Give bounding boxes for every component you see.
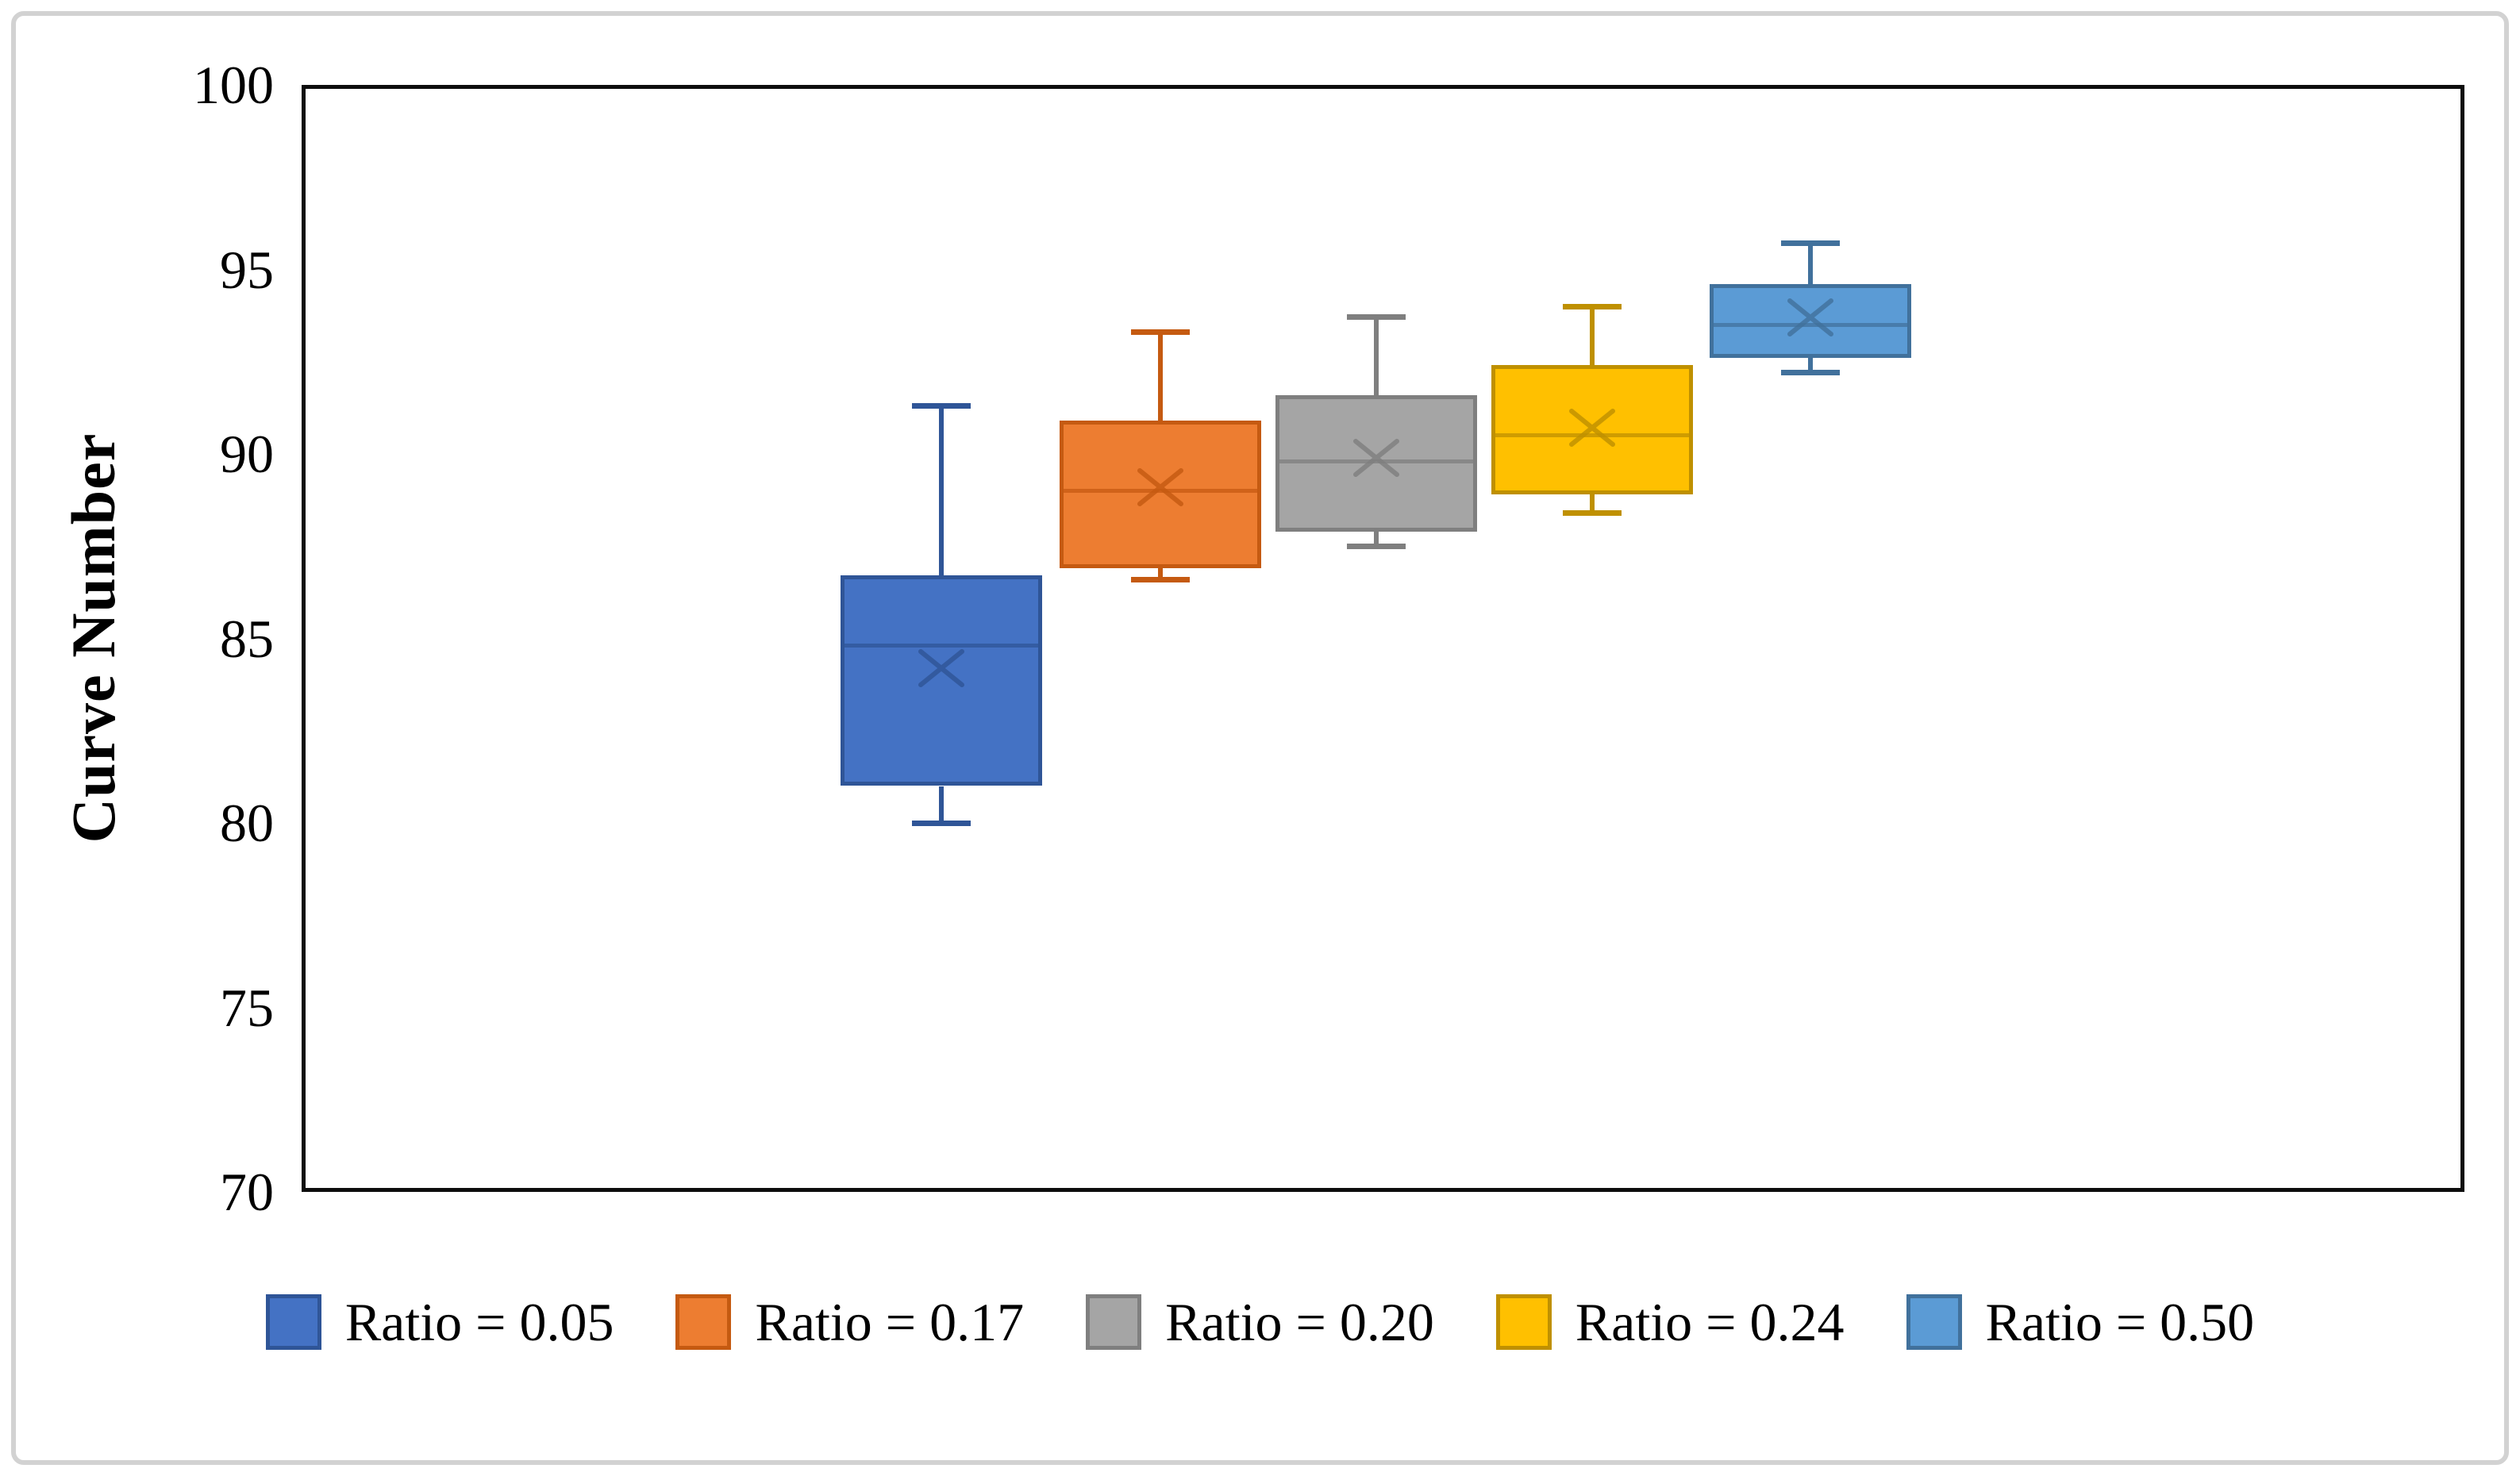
legend-label: Ratio = 0.50 <box>1985 1292 2255 1352</box>
whisker-lower-ratio-0.20 <box>1374 531 1379 547</box>
median-line-ratio-0.24 <box>1495 433 1689 438</box>
box-ratio-0.17 <box>1060 421 1261 569</box>
whisker-upper-ratio-0.24 <box>1590 306 1595 366</box>
whisker-upper-ratio-0.50 <box>1808 243 1813 285</box>
mean-x-icon <box>1787 298 1833 336</box>
mean-x-icon <box>1569 409 1615 448</box>
mean-marker-ratio-0.05 <box>918 648 965 688</box>
whisker-upper-ratio-0.05 <box>939 406 944 576</box>
legend-item-0.05: Ratio = 0.05 <box>265 1290 614 1354</box>
whisker-cap-max-ratio-0.24 <box>1563 303 1622 309</box>
legend-label: Ratio = 0.05 <box>344 1292 614 1352</box>
legend-item-0.24: Ratio = 0.24 <box>1495 1290 1845 1354</box>
whisker-lower-ratio-0.24 <box>1590 494 1595 513</box>
legend-swatch-icon <box>1906 1294 1962 1350</box>
whisker-lower-ratio-0.05 <box>939 786 944 823</box>
legend-swatch-icon <box>675 1294 732 1350</box>
mean-marker-ratio-0.17 <box>1137 467 1184 507</box>
y-tick-label-100: 100 <box>193 55 274 115</box>
whisker-upper-ratio-0.17 <box>1158 332 1163 421</box>
legend-item-0.50: Ratio = 0.50 <box>1906 1290 2255 1354</box>
y-tick-label-90: 90 <box>220 424 274 484</box>
mean-marker-ratio-0.20 <box>1352 438 1400 478</box>
whisker-cap-max-ratio-0.17 <box>1131 329 1190 336</box>
mean-x-icon <box>1137 467 1183 506</box>
whisker-cap-min-ratio-0.20 <box>1347 543 1406 549</box>
mean-marker-ratio-0.50 <box>1787 298 1834 337</box>
legend-swatch-icon <box>1495 1294 1552 1350</box>
legend-swatch-icon <box>1086 1294 1142 1350</box>
y-tick-label-95: 95 <box>220 239 274 300</box>
legend-label: Ratio = 0.20 <box>1165 1292 1434 1352</box>
y-tick-label-75: 75 <box>220 977 274 1038</box>
y-tick-label-85: 85 <box>220 608 274 669</box>
plot-area <box>302 85 2464 1192</box>
whisker-cap-max-ratio-0.50 <box>1781 240 1840 247</box>
whisker-lower-ratio-0.17 <box>1158 568 1163 580</box>
legend-item-0.17: Ratio = 0.17 <box>675 1290 1024 1354</box>
mean-x-icon <box>1353 438 1399 477</box>
whisker-cap-max-ratio-0.20 <box>1347 314 1406 321</box>
y-tick-label-80: 80 <box>220 793 274 853</box>
y-tick-label-70: 70 <box>220 1162 274 1222</box>
median-line-ratio-0.20 <box>1279 459 1473 463</box>
whisker-cap-min-ratio-0.05 <box>912 820 971 826</box>
median-line-ratio-0.17 <box>1064 489 1257 493</box>
box-ratio-0.05 <box>841 575 1042 786</box>
legend-label: Ratio = 0.17 <box>755 1292 1025 1352</box>
legend: Ratio = 0.05 Ratio = 0.17 Ratio = 0.20 Rati… <box>0 1290 2520 1354</box>
legend-item-0.20: Ratio = 0.20 <box>1086 1290 1434 1354</box>
legend-swatch-icon <box>265 1294 321 1350</box>
whisker-lower-ratio-0.50 <box>1808 358 1813 373</box>
box-ratio-0.50 <box>1710 284 1911 359</box>
median-line-ratio-0.50 <box>1714 322 1907 327</box>
mean-marker-ratio-0.24 <box>1568 408 1616 448</box>
mean-x-icon <box>918 648 964 687</box>
legend-label: Ratio = 0.24 <box>1575 1292 1845 1352</box>
whisker-cap-max-ratio-0.05 <box>912 403 971 409</box>
whisker-cap-min-ratio-0.17 <box>1131 576 1190 582</box>
whisker-cap-min-ratio-0.50 <box>1781 370 1840 376</box>
median-line-ratio-0.05 <box>844 644 1038 648</box>
whisker-cap-min-ratio-0.24 <box>1563 509 1622 516</box>
whisker-upper-ratio-0.20 <box>1374 317 1379 395</box>
